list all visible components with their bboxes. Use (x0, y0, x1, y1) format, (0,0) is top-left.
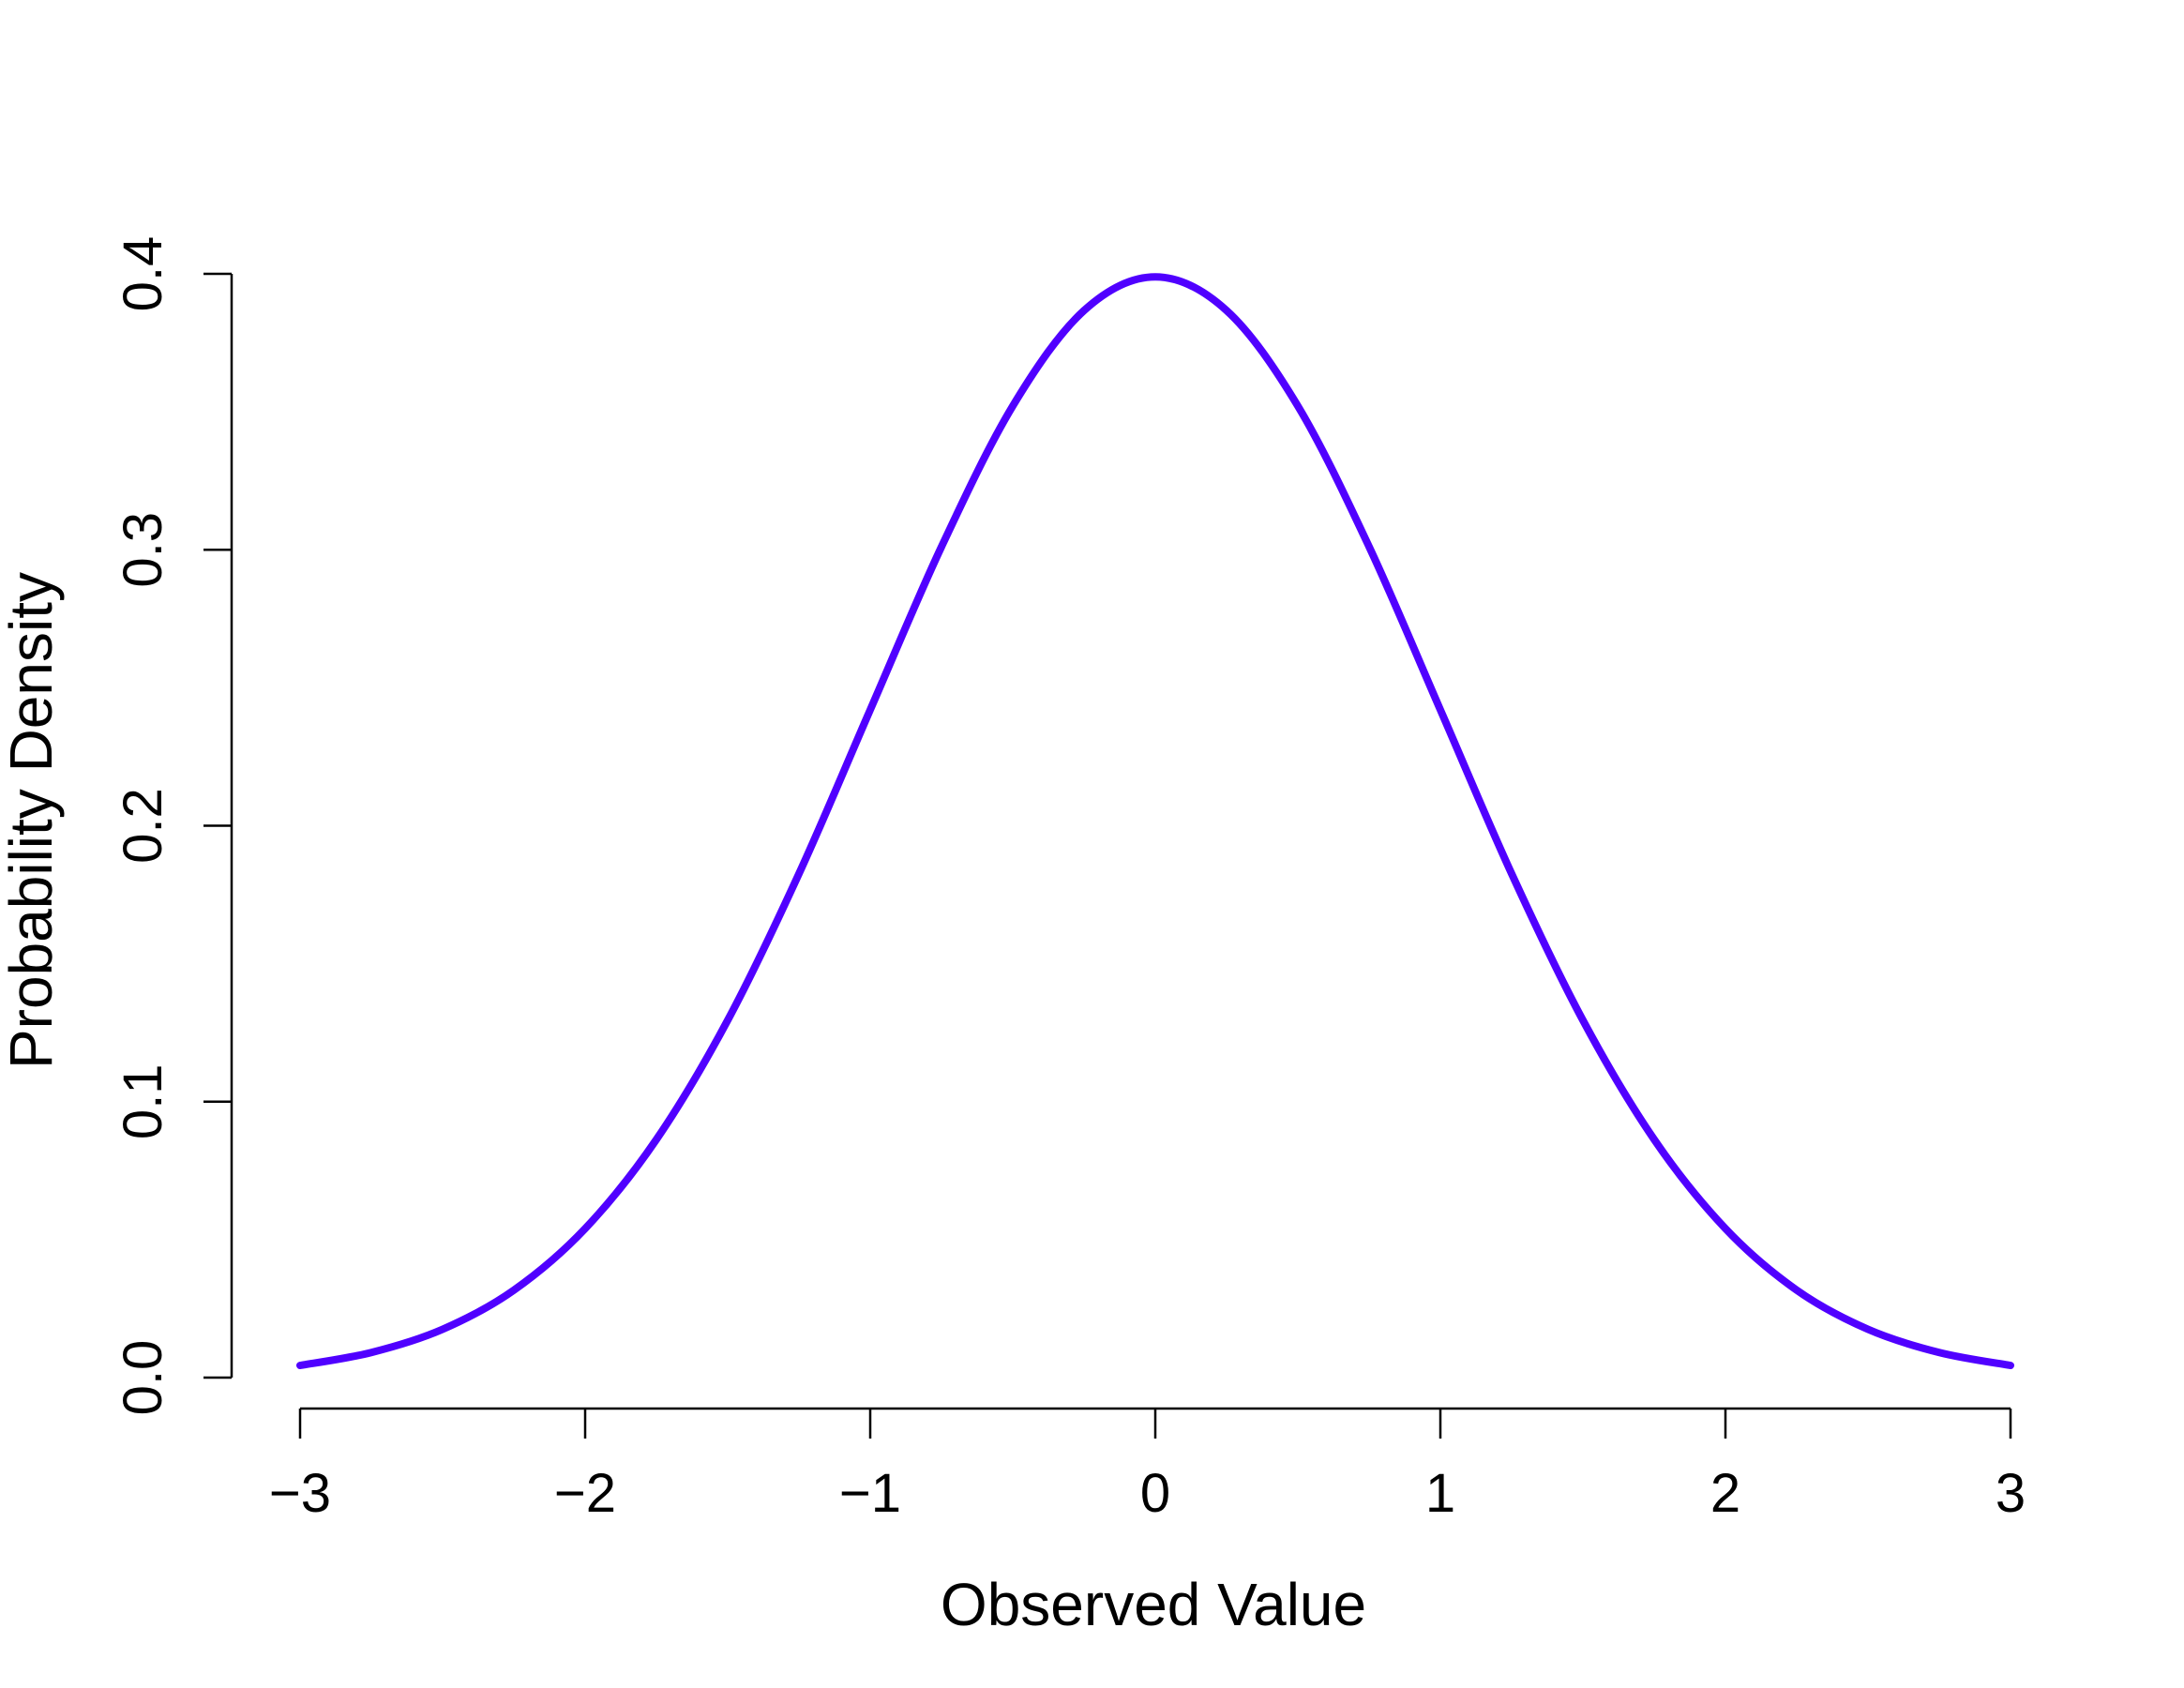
plot-series (296, 273, 2014, 1370)
y-tick-label: 0.1 (113, 1063, 173, 1139)
x-tick-label: 1 (1425, 1463, 1455, 1524)
x-tick-label: −3 (269, 1463, 331, 1524)
x-axis-title: Observed Value (941, 1571, 1366, 1638)
y-tick-label: 0.3 (113, 512, 173, 588)
y-tick-label: 0.2 (113, 788, 173, 864)
x-tick-label: 0 (1140, 1463, 1170, 1524)
x-axis: −3 −2 −1 0 1 2 3 (269, 1407, 2026, 1524)
x-tick-label: −2 (554, 1463, 616, 1524)
y-tick-label: 0.0 (113, 1340, 173, 1416)
x-tick-label: 3 (1996, 1463, 2026, 1524)
series-line (296, 273, 2014, 1370)
x-tick-label: −1 (839, 1463, 901, 1524)
y-tick-label: 0.4 (113, 236, 173, 312)
y-axis: 0.0 0.1 0.2 0.3 0.4 (113, 236, 233, 1416)
x-tick-label: 2 (1710, 1463, 1740, 1524)
y-axis-title: Probability Density (0, 572, 65, 1069)
